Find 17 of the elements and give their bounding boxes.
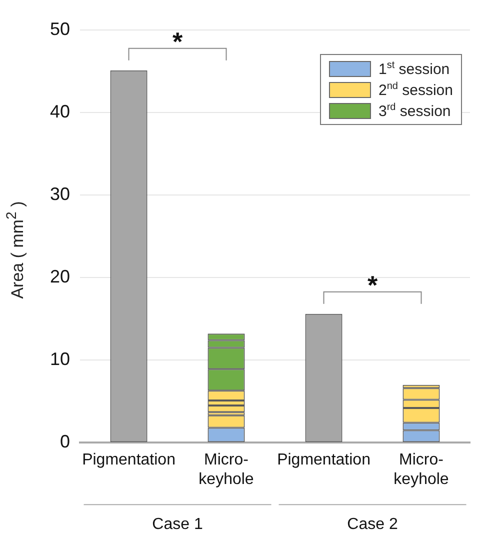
y-tick-label: 30 <box>50 184 70 204</box>
x-tick-label: Micro-keyhole <box>198 452 254 488</box>
y-tick-label: 10 <box>50 349 70 370</box>
y-tick-label: 40 <box>50 101 70 122</box>
x-tick-label: Pigmentation <box>82 452 176 469</box>
text: Case 1 <box>152 516 203 534</box>
annotation: * <box>172 26 184 56</box>
legend-label: 2$^{nd}$ session <box>378 80 453 98</box>
y-tick-label: 20 <box>50 266 70 287</box>
x-tick-label: Pigmentation <box>277 452 370 469</box>
legend-label: 3$^{rd}$ session <box>378 102 451 120</box>
text: Case 2 <box>347 516 398 534</box>
legend-label: 1$^{st}$ session <box>378 60 450 78</box>
y-tick-label: 0 <box>60 432 70 452</box>
x-tick-label: Micro-keyhole <box>394 452 449 488</box>
y-tick-label: 50 <box>50 18 70 39</box>
annotation: * <box>367 270 378 300</box>
